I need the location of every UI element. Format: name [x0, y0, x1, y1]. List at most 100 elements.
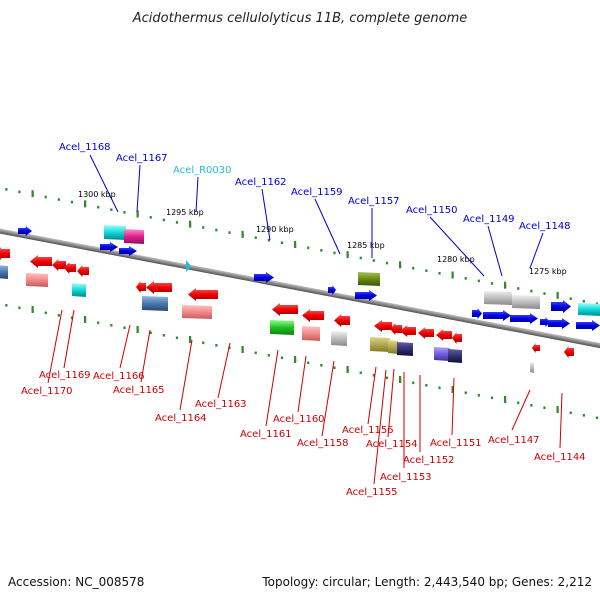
gene-label-acel-1147[interactable]: Acel_1147	[488, 435, 540, 446]
gene-label-acel-1170[interactable]: Acel_1170	[21, 386, 73, 397]
gene-arrow[interactable]	[270, 320, 294, 335]
gene-arrow[interactable]	[124, 229, 144, 244]
gene-arrow[interactable]	[576, 320, 600, 331]
track-dot	[582, 414, 585, 417]
gene-arrow[interactable]	[302, 326, 320, 341]
gene-arrow[interactable]	[397, 342, 413, 356]
gene-arrow[interactable]	[551, 300, 571, 313]
rna-arrow[interactable]	[186, 260, 191, 272]
reverse-leader	[63, 309, 75, 369]
gene-arrow[interactable]	[436, 329, 452, 341]
gene-label-acel-1169[interactable]: Acel_1169	[39, 370, 91, 381]
gene-label-acel-1159[interactable]: Acel_1159	[291, 187, 343, 198]
gene-arrow[interactable]	[434, 347, 450, 361]
gene-arrow[interactable]	[358, 272, 380, 286]
gene-arrow[interactable]	[119, 246, 137, 256]
gene-label-acel-1157[interactable]: Acel_1157	[348, 196, 400, 207]
gene-arrow[interactable]	[146, 281, 172, 294]
gene-label-acel-1148[interactable]: Acel_1148	[519, 221, 571, 232]
gene-arrow[interactable]	[136, 281, 146, 293]
gene-arrow[interactable]	[578, 303, 600, 316]
track-dot	[202, 226, 205, 229]
reverse-leader	[297, 355, 307, 413]
gene-arrow[interactable]	[355, 290, 377, 301]
gene-label-acel-r0030[interactable]: Acel_R0030	[173, 165, 232, 176]
gene-arrow[interactable]	[0, 265, 8, 279]
gene-arrow[interactable]	[484, 291, 512, 305]
track-dot	[477, 279, 480, 283]
reverse-leader	[217, 342, 231, 399]
gene-arrow[interactable]	[0, 247, 10, 260]
forward-leader	[487, 225, 503, 277]
gene-arrow[interactable]	[540, 317, 550, 327]
gene-label-acel-1158[interactable]: Acel_1158	[297, 438, 349, 449]
gene-arrow[interactable]	[418, 327, 434, 339]
gene-arrow[interactable]	[328, 285, 336, 295]
gene-label-acel-1151[interactable]: Acel_1151	[430, 438, 482, 449]
track-dot	[359, 371, 362, 375]
track-dot	[385, 376, 389, 380]
gene-arrow[interactable]	[30, 255, 52, 268]
gene-label-acel-1165[interactable]: Acel_1165	[113, 385, 165, 396]
gene-label-acel-1160[interactable]: Acel_1160	[273, 414, 325, 425]
gene-label-acel-1167[interactable]: Acel_1167	[116, 153, 168, 164]
track-dot	[425, 269, 428, 273]
track-tick	[84, 200, 87, 208]
gene-label-acel-1152[interactable]: Acel_1152	[403, 455, 455, 466]
gene-arrow[interactable]	[52, 259, 66, 271]
track-dot	[254, 236, 257, 239]
track-dot	[57, 198, 60, 201]
gene-arrow[interactable]	[370, 337, 390, 352]
gene-label-acel-1144[interactable]: Acel_1144	[534, 452, 586, 463]
gene-arrow[interactable]	[18, 226, 32, 236]
gene-arrow[interactable]	[64, 262, 76, 274]
track-dot	[215, 344, 218, 347]
track-tick	[399, 376, 402, 383]
gene-arrow[interactable]	[448, 349, 462, 363]
track-dot	[110, 324, 113, 327]
gene-arrow[interactable]	[512, 295, 540, 309]
gene-arrow[interactable]	[142, 296, 168, 311]
gene-arrow[interactable]	[452, 332, 462, 344]
gene-arrow[interactable]	[390, 323, 402, 335]
gene-arrow[interactable]	[182, 305, 212, 319]
gene-arrow[interactable]	[374, 320, 392, 332]
gene-label-acel-1149[interactable]: Acel_1149	[463, 214, 515, 225]
track-tick	[451, 271, 454, 279]
gene-arrow[interactable]	[564, 346, 574, 358]
gene-arrow[interactable]	[510, 313, 538, 324]
gene-arrow[interactable]	[302, 309, 324, 322]
gene-arrow[interactable]	[388, 340, 398, 354]
gene-label-acel-1162[interactable]: Acel_1162	[235, 177, 287, 188]
gene-arrow[interactable]	[104, 225, 126, 240]
gene-arrow[interactable]	[72, 283, 86, 297]
gene-arrow[interactable]	[532, 343, 540, 353]
gene-label-acel-1166[interactable]: Acel_1166	[93, 371, 145, 382]
gene-arrow[interactable]	[472, 308, 482, 319]
gene-arrow[interactable]	[188, 288, 218, 301]
gene-arrow[interactable]	[400, 325, 416, 337]
reverse-leader	[119, 324, 131, 369]
gene-arrow[interactable]	[530, 362, 534, 373]
gene-arrow[interactable]	[26, 273, 48, 287]
track-dot	[543, 292, 546, 295]
gene-label-acel-1155[interactable]: Acel_1155	[346, 487, 398, 498]
gene-arrow[interactable]	[272, 303, 298, 316]
gene-label-acel-1161[interactable]: Acel_1161	[240, 429, 292, 440]
gene-arrow[interactable]	[483, 310, 511, 321]
gene-label-acel-1150[interactable]: Acel_1150	[406, 205, 458, 216]
track-dot	[215, 228, 218, 232]
gene-label-acel-1168[interactable]: Acel_1168	[59, 142, 111, 153]
gene-label-acel-1164[interactable]: Acel_1164	[155, 413, 207, 424]
gene-label-acel-1153[interactable]: Acel_1153	[380, 472, 432, 483]
gene-arrow[interactable]	[77, 265, 89, 277]
gene-label-acel-1163[interactable]: Acel_1163	[195, 399, 247, 410]
gene-label-acel-1154[interactable]: Acel_1154	[366, 439, 418, 450]
reverse-leader	[387, 368, 395, 438]
gene-arrow[interactable]	[334, 314, 350, 327]
gene-arrow[interactable]	[100, 242, 118, 252]
gene-arrow[interactable]	[331, 331, 347, 346]
gene-label-acel-1156[interactable]: Acel_1156	[342, 425, 394, 436]
gene-arrow[interactable]	[254, 272, 274, 283]
gene-arrow[interactable]	[548, 318, 570, 329]
